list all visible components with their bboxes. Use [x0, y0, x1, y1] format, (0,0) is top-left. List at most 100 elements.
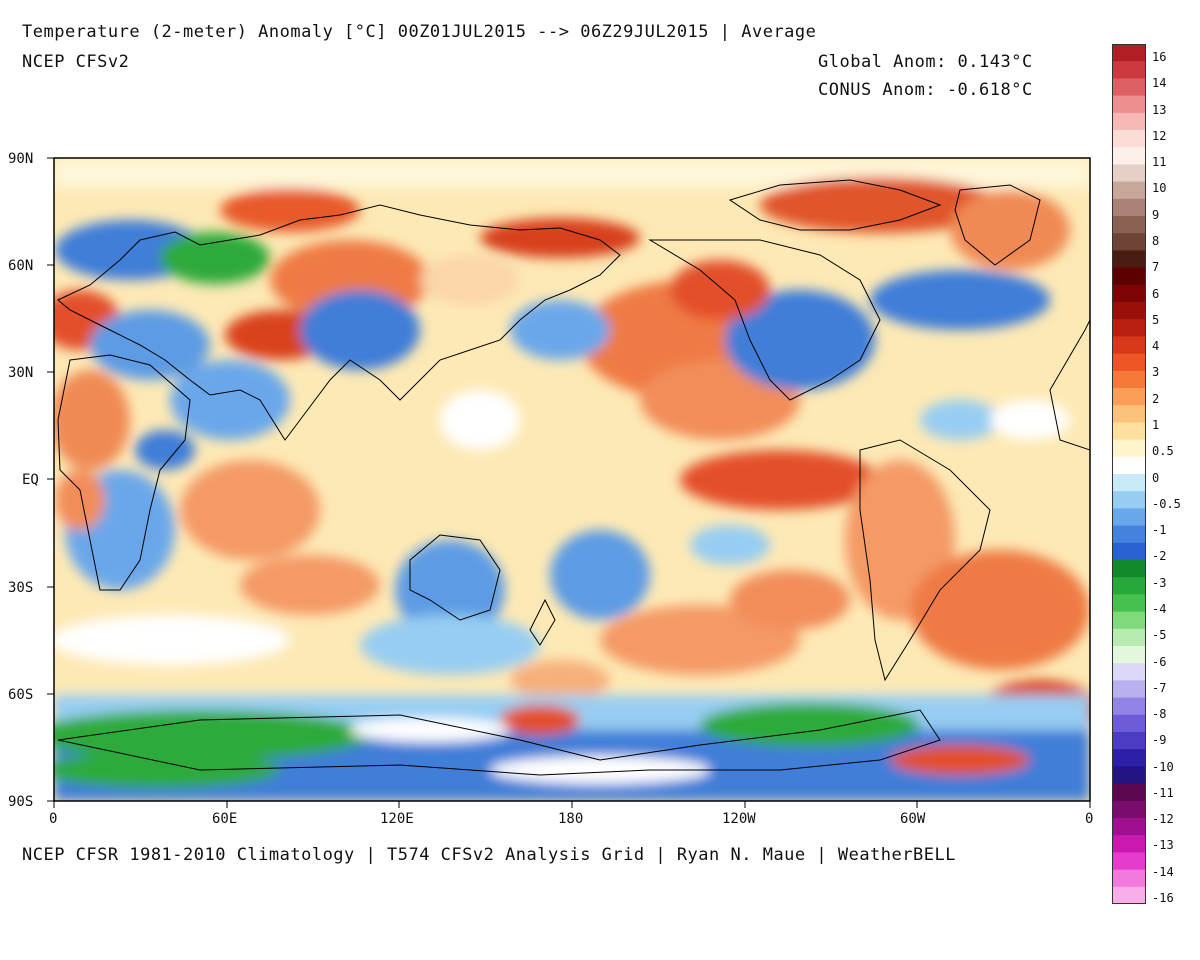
colorbar-tick-label: -16 [1152, 891, 1174, 905]
model-name: NCEP CFSv2 [22, 52, 130, 72]
colorbar-swatch [1112, 233, 1146, 251]
colorbar-swatch [1112, 818, 1146, 836]
lon-label: 120W [722, 811, 756, 827]
lon-label: 120E [380, 811, 414, 827]
coastlines [57, 179, 1090, 776]
colorbar-swatch [1112, 869, 1146, 888]
colorbar-swatch [1112, 800, 1146, 819]
colorbar-swatch [1112, 284, 1146, 303]
colorbar-swatch [1112, 388, 1146, 406]
anomaly-blobs [54, 158, 1090, 801]
colorbar-swatch [1112, 697, 1146, 716]
colorbar-swatch [1112, 61, 1146, 79]
lon-label: 0 [1085, 811, 1093, 827]
colorbar-tick-label: -4 [1152, 601, 1167, 616]
colorbar-tick-label: 1 [1152, 417, 1160, 432]
colorbar-swatch [1112, 732, 1146, 750]
footer-credits: NCEP CFSR 1981-2010 Climatology | T574 C… [22, 845, 956, 865]
colorbar-swatch [1112, 542, 1146, 561]
colorbar-swatch [1112, 749, 1146, 767]
colorbar-swatch [1112, 594, 1146, 613]
colorbar-tick-label: 14 [1152, 76, 1167, 91]
lat-label: 30N [8, 365, 33, 381]
colorbar-swatch [1112, 766, 1146, 785]
colorbar-swatch [1112, 44, 1146, 62]
colorbar-tick-label: -3 [1152, 575, 1167, 590]
colorbar-tick-label: 12 [1152, 128, 1167, 143]
colorbar-swatch [1112, 439, 1146, 458]
colorbar-tick-label: -7 [1152, 680, 1167, 695]
colorbar-swatch [1112, 611, 1146, 630]
colorbar-swatch [1112, 147, 1146, 165]
colorbar-swatch [1112, 680, 1146, 699]
colorbar-tick-label: 0 [1152, 470, 1160, 485]
colorbar-swatch [1112, 302, 1146, 320]
colorbar-tick-label: 2 [1152, 391, 1160, 406]
lat-label: 60N [8, 258, 33, 274]
colorbar-swatch [1112, 491, 1146, 509]
colorbar-tick-label: -0.5 [1152, 496, 1181, 511]
lat-label: 90N [8, 151, 33, 167]
lat-label: 30S [8, 580, 33, 596]
axis-labels: 90N 60N 30N EQ 30S 60S 90S 0 60E 120E 18… [8, 151, 1093, 827]
colorbar-swatch [1112, 852, 1146, 871]
colorbar-tick-label: 9 [1152, 207, 1160, 222]
colorbar-swatch [1112, 336, 1146, 355]
colorbar-tick-label: -10 [1152, 759, 1174, 774]
colorbar-swatch [1112, 714, 1146, 733]
colorbar-tick-label: -11 [1152, 785, 1174, 800]
colorbar-swatch [1112, 577, 1146, 595]
colorbar-tick-label: 5 [1152, 312, 1160, 327]
colorbar-swatch [1112, 835, 1146, 853]
colorbar-tick-label: -13 [1152, 838, 1174, 853]
colorbar-swatch [1112, 353, 1146, 372]
colorbar-swatch [1112, 130, 1146, 148]
colorbar-swatch [1112, 474, 1146, 492]
colorbar-swatch [1112, 250, 1146, 269]
lon-label: 0 [49, 811, 57, 827]
colorbar-tick-label: -2 [1152, 549, 1167, 564]
colorbar-tick-label: 6 [1152, 286, 1160, 301]
colorbar-tick-label: 7 [1152, 260, 1160, 275]
colorbar-tick-label: -14 [1152, 864, 1174, 879]
colorbar-swatch [1112, 319, 1146, 337]
lat-label: 90S [8, 794, 33, 810]
colorbar-tick-label: -12 [1152, 812, 1174, 827]
colorbar-tick-label: 0.5 [1152, 444, 1174, 459]
lon-label: 60E [212, 811, 237, 827]
colorbar-tick-label: 8 [1152, 234, 1160, 248]
colorbar-tick-label: 10 [1152, 181, 1167, 196]
colorbar-swatch [1112, 456, 1146, 475]
anomaly-field [54, 158, 1090, 801]
colorbar-swatch [1112, 78, 1146, 97]
lat-label: EQ [22, 472, 39, 488]
colorbar-swatch [1112, 422, 1146, 441]
colorbar-swatch [1112, 628, 1146, 647]
axis-ticks [47, 157, 1091, 808]
colorbar-swatch [1112, 525, 1146, 544]
colorbar-tick-label: -8 [1152, 707, 1167, 721]
colorbar-tick-label: 11 [1152, 155, 1167, 170]
colorbar-swatch [1112, 216, 1146, 234]
colorbar-swatch [1112, 198, 1146, 217]
colorbar-tick-label: 13 [1152, 102, 1167, 117]
colorbar-swatch [1112, 646, 1146, 664]
lon-label: 180 [558, 811, 583, 827]
colorbar-swatch [1112, 405, 1146, 423]
colorbar-tick-label: -5 [1152, 628, 1167, 643]
colorbar-swatch [1112, 164, 1146, 183]
colorbar [1112, 44, 1146, 904]
chart-title: Temperature (2-meter) Anomaly [°C] 00Z01… [22, 22, 817, 42]
colorbar-swatch [1112, 508, 1146, 527]
conus-anomaly: CONUS Anom: -0.618°C [818, 80, 1033, 100]
colorbar-swatch [1112, 267, 1146, 286]
colorbar-swatch [1112, 370, 1146, 389]
colorbar-tick-label: 3 [1152, 365, 1160, 380]
colorbar-tick-label: -6 [1152, 654, 1167, 669]
colorbar-tick-label: 4 [1152, 339, 1160, 354]
lat-label: 60S [8, 687, 33, 703]
colorbar-tick-label: 16 [1152, 50, 1167, 64]
colorbar-swatch [1112, 181, 1146, 200]
colorbar-swatch [1112, 886, 1146, 904]
